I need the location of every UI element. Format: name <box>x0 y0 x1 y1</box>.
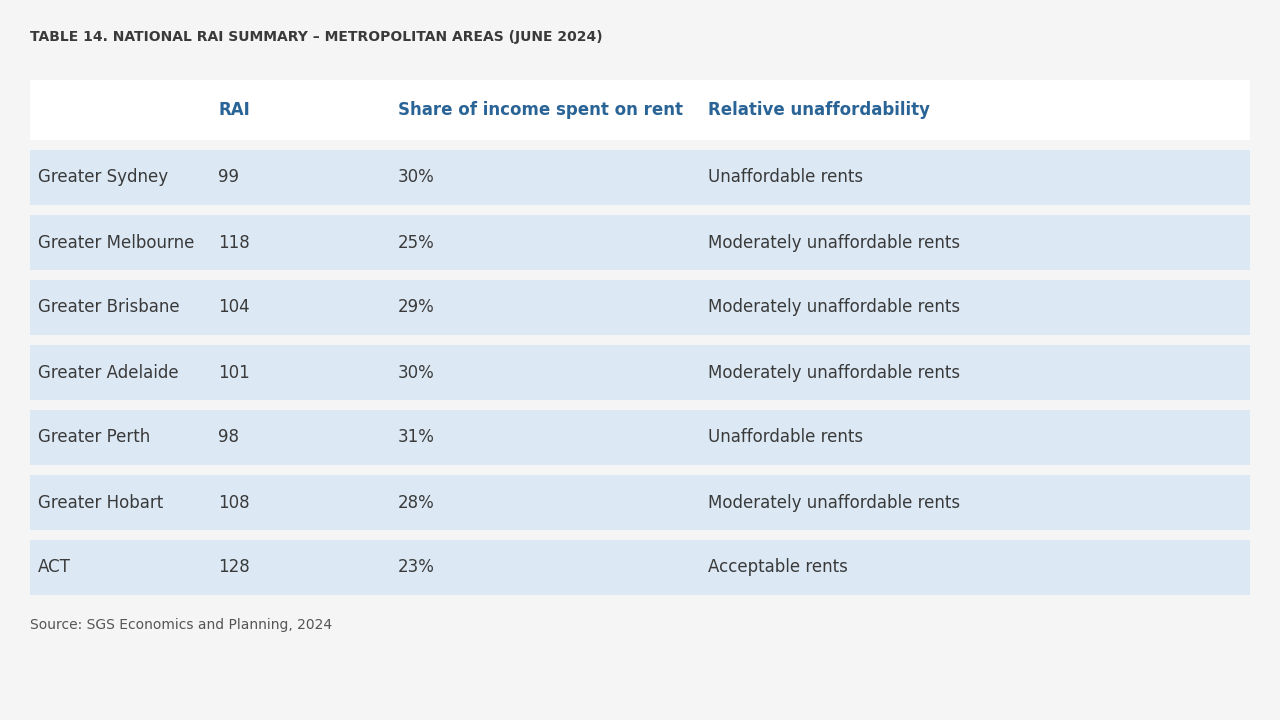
Text: ACT: ACT <box>38 559 70 577</box>
Text: Moderately unaffordable rents: Moderately unaffordable rents <box>708 493 960 511</box>
Text: Acceptable rents: Acceptable rents <box>708 559 847 577</box>
Bar <box>29 215 1251 270</box>
Text: 29%: 29% <box>398 299 435 317</box>
Bar <box>29 410 1251 465</box>
Text: 30%: 30% <box>398 364 435 382</box>
Text: Relative unaffordability: Relative unaffordability <box>708 101 931 119</box>
Text: 104: 104 <box>218 299 250 317</box>
Text: 128: 128 <box>218 559 250 577</box>
Text: 118: 118 <box>218 233 250 251</box>
Text: 28%: 28% <box>398 493 435 511</box>
Bar <box>29 345 1251 400</box>
Bar <box>29 80 1251 140</box>
Text: 101: 101 <box>218 364 250 382</box>
Text: Greater Hobart: Greater Hobart <box>38 493 164 511</box>
Text: Share of income spent on rent: Share of income spent on rent <box>398 101 684 119</box>
Text: Greater Perth: Greater Perth <box>38 428 150 446</box>
Text: 108: 108 <box>218 493 250 511</box>
Bar <box>29 540 1251 595</box>
Text: 98: 98 <box>218 428 239 446</box>
Text: 30%: 30% <box>398 168 435 186</box>
Text: 23%: 23% <box>398 559 435 577</box>
Text: Unaffordable rents: Unaffordable rents <box>708 428 863 446</box>
Text: 99: 99 <box>218 168 239 186</box>
Text: TABLE 14. NATIONAL RAI SUMMARY – METROPOLITAN AREAS (JUNE 2024): TABLE 14. NATIONAL RAI SUMMARY – METROPO… <box>29 30 603 44</box>
Text: Greater Sydney: Greater Sydney <box>38 168 168 186</box>
Text: Source: SGS Economics and Planning, 2024: Source: SGS Economics and Planning, 2024 <box>29 618 332 632</box>
Text: Greater Brisbane: Greater Brisbane <box>38 299 179 317</box>
Text: 25%: 25% <box>398 233 435 251</box>
Bar <box>29 280 1251 335</box>
Text: Greater Adelaide: Greater Adelaide <box>38 364 179 382</box>
Text: Unaffordable rents: Unaffordable rents <box>708 168 863 186</box>
Text: RAI: RAI <box>218 101 250 119</box>
Text: Moderately unaffordable rents: Moderately unaffordable rents <box>708 364 960 382</box>
Text: Moderately unaffordable rents: Moderately unaffordable rents <box>708 233 960 251</box>
Bar <box>29 475 1251 530</box>
Text: Moderately unaffordable rents: Moderately unaffordable rents <box>708 299 960 317</box>
Bar <box>29 150 1251 205</box>
Text: 31%: 31% <box>398 428 435 446</box>
Text: Greater Melbourne: Greater Melbourne <box>38 233 195 251</box>
